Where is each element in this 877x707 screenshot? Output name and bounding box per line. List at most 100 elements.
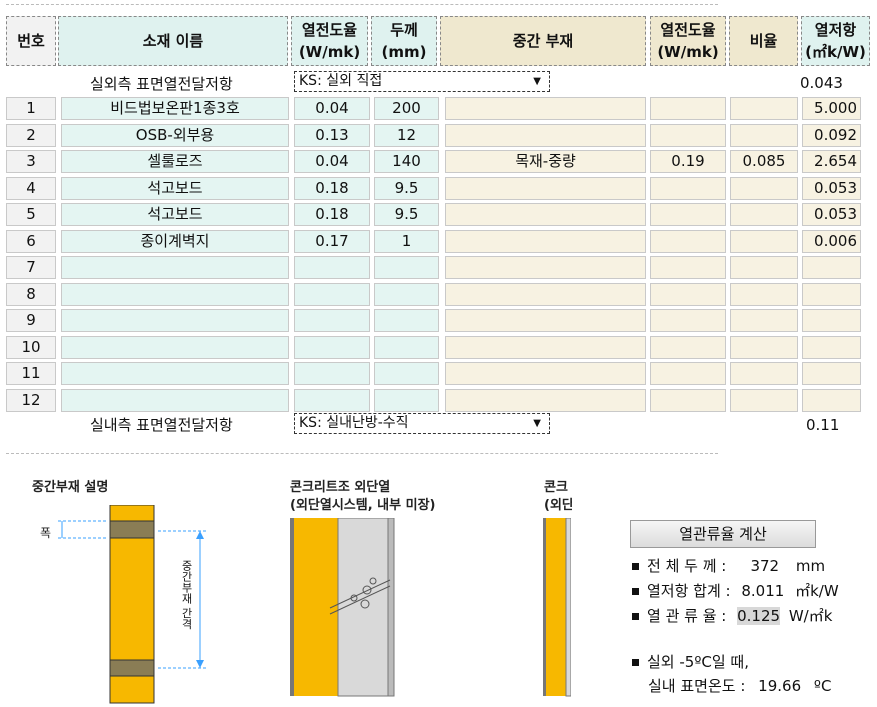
thickness-input[interactable]	[374, 256, 439, 279]
conductivity-input[interactable]	[294, 389, 370, 412]
resistance-output: 0.053	[802, 203, 861, 226]
mid-conductivity-input[interactable]	[650, 124, 726, 147]
material-name-input[interactable]: 종이계벽지	[61, 230, 289, 253]
material-name-input[interactable]	[61, 256, 289, 279]
outer-surface-label: 실외측 표면열전달저항	[90, 75, 233, 93]
middle-member-input[interactable]	[445, 362, 646, 385]
middle-member-input[interactable]	[445, 177, 646, 200]
material-name-input[interactable]	[61, 309, 289, 332]
thickness-input[interactable]	[374, 389, 439, 412]
bullet-icon	[632, 563, 639, 570]
thickness-input[interactable]	[374, 336, 439, 359]
dropdown-arrow-icon: ▼	[533, 418, 541, 429]
mid-conductivity-input[interactable]	[650, 177, 726, 200]
thickness-input[interactable]: 140	[374, 150, 439, 173]
thickness-input[interactable]	[374, 283, 439, 306]
thickness-input[interactable]: 9.5	[374, 177, 439, 200]
mid-conductivity-input[interactable]	[650, 309, 726, 332]
header-material: 소재 이름	[58, 16, 288, 66]
conductivity-input[interactable]	[294, 336, 370, 359]
concrete-title-partial: 콘크 (외단	[544, 479, 572, 515]
conductivity-input[interactable]	[294, 309, 370, 332]
material-name-input[interactable]	[61, 283, 289, 306]
conductivity-input[interactable]: 0.04	[294, 150, 370, 173]
mid-conductivity-input[interactable]: 0.19	[650, 150, 726, 173]
mid-conductivity-input[interactable]	[650, 389, 726, 412]
middle-member-input[interactable]	[445, 256, 646, 279]
conductivity-input[interactable]: 0.13	[294, 124, 370, 147]
material-name-input[interactable]: OSB-외부용	[61, 124, 289, 147]
outer-surface-select[interactable]: KS: 실외 직접 ▼	[294, 71, 550, 92]
mid-member-title: 중간부재 설명	[32, 480, 109, 495]
ratio-input[interactable]	[730, 230, 798, 253]
surface-temp-line: 실내 표면온도 : 19.66 ºC	[648, 675, 831, 696]
conductivity-input[interactable]	[294, 283, 370, 306]
ratio-input[interactable]	[730, 336, 798, 359]
conductivity-input[interactable]: 0.04	[294, 97, 370, 120]
middle-member-input[interactable]	[445, 203, 646, 226]
inner-surface-select[interactable]: KS: 실내난방-수직 ▼	[294, 413, 550, 434]
ratio-input[interactable]	[730, 203, 798, 226]
mid-conductivity-input[interactable]	[650, 256, 726, 279]
middle-member-input[interactable]: 목재-중량	[445, 150, 646, 173]
material-name-input[interactable]: 석고보드	[61, 177, 289, 200]
ratio-input[interactable]	[730, 309, 798, 332]
ratio-input[interactable]	[730, 283, 798, 306]
middle-member-input[interactable]	[445, 336, 646, 359]
u-value-label: 열 관 류 율 :	[647, 607, 727, 625]
concrete-layer	[337, 518, 389, 697]
middle-member-input[interactable]	[445, 389, 646, 412]
mid-conductivity-input[interactable]	[650, 97, 726, 120]
row-number: 8	[6, 283, 56, 306]
conductivity-input[interactable]: 0.17	[294, 230, 370, 253]
row-number: 5	[6, 203, 56, 226]
thickness-input[interactable]: 1	[374, 230, 439, 253]
conductivity-input[interactable]	[294, 362, 370, 385]
ratio-input[interactable]	[730, 389, 798, 412]
material-name-input[interactable]: 비드법보온판1종3호	[61, 97, 289, 120]
resistance-sum-unit: ㎡k/W	[795, 582, 839, 600]
u-value: 0.125	[737, 607, 781, 625]
outdoor-condition-line: 실외 -5ºC일 때,	[632, 651, 749, 672]
middle-divider	[6, 453, 718, 454]
mid-conductivity-input[interactable]	[650, 283, 726, 306]
thickness-input[interactable]	[374, 309, 439, 332]
ratio-input[interactable]	[730, 97, 798, 120]
material-name-input[interactable]	[61, 362, 289, 385]
thickness-input[interactable]: 200	[374, 97, 439, 120]
thickness-input[interactable]: 9.5	[374, 203, 439, 226]
material-name-input[interactable]: 셀룰로즈	[61, 150, 289, 173]
ratio-input[interactable]: 0.085	[730, 150, 798, 173]
mid-conductivity-input[interactable]	[650, 230, 726, 253]
material-name-input[interactable]: 석고보드	[61, 203, 289, 226]
resistance-sum-line: 열저항 합계 : 8.011 ㎡k/W	[632, 580, 839, 601]
concrete-title-partial-line1: 콘크	[544, 480, 568, 495]
stud-bottom	[109, 659, 155, 677]
insulation-layer	[546, 518, 566, 696]
u-value-line: 열 관 류 율 : 0.125 W/㎡k	[632, 605, 832, 626]
middle-member-input[interactable]	[445, 97, 646, 120]
thickness-input[interactable]	[374, 362, 439, 385]
mid-conductivity-input[interactable]	[650, 203, 726, 226]
middle-member-input[interactable]	[445, 283, 646, 306]
resistance-output: 5.000	[802, 97, 861, 120]
conductivity-input[interactable]	[294, 256, 370, 279]
thickness-input[interactable]: 12	[374, 124, 439, 147]
conductivity-input[interactable]: 0.18	[294, 203, 370, 226]
conductivity-input[interactable]: 0.18	[294, 177, 370, 200]
ratio-input[interactable]	[730, 256, 798, 279]
middle-member-input[interactable]	[445, 230, 646, 253]
material-name-input[interactable]	[61, 389, 289, 412]
middle-member-input[interactable]	[445, 309, 646, 332]
ratio-input[interactable]	[730, 177, 798, 200]
bullet-icon	[632, 588, 639, 595]
material-name-input[interactable]	[61, 336, 289, 359]
row-number: 4	[6, 177, 56, 200]
mid-conductivity-input[interactable]	[650, 336, 726, 359]
middle-member-input[interactable]	[445, 124, 646, 147]
ratio-input[interactable]	[730, 124, 798, 147]
mid-conductivity-input[interactable]	[650, 362, 726, 385]
header-resistance: 열저항 (㎡k/W)	[801, 16, 870, 66]
calculate-u-value-button[interactable]: 열관류율 계산	[630, 520, 816, 548]
ratio-input[interactable]	[730, 362, 798, 385]
